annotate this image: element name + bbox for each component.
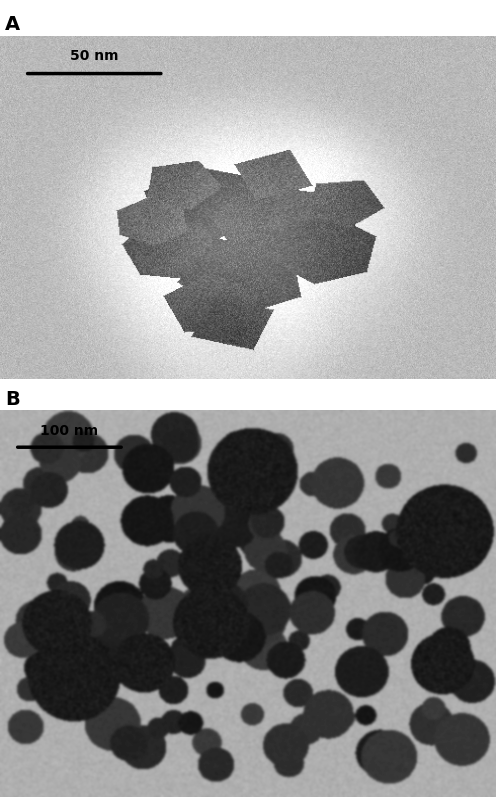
Text: B: B bbox=[5, 390, 20, 409]
Text: A: A bbox=[5, 15, 20, 34]
Text: 50 nm: 50 nm bbox=[70, 49, 119, 63]
Text: 100 nm: 100 nm bbox=[40, 423, 99, 438]
